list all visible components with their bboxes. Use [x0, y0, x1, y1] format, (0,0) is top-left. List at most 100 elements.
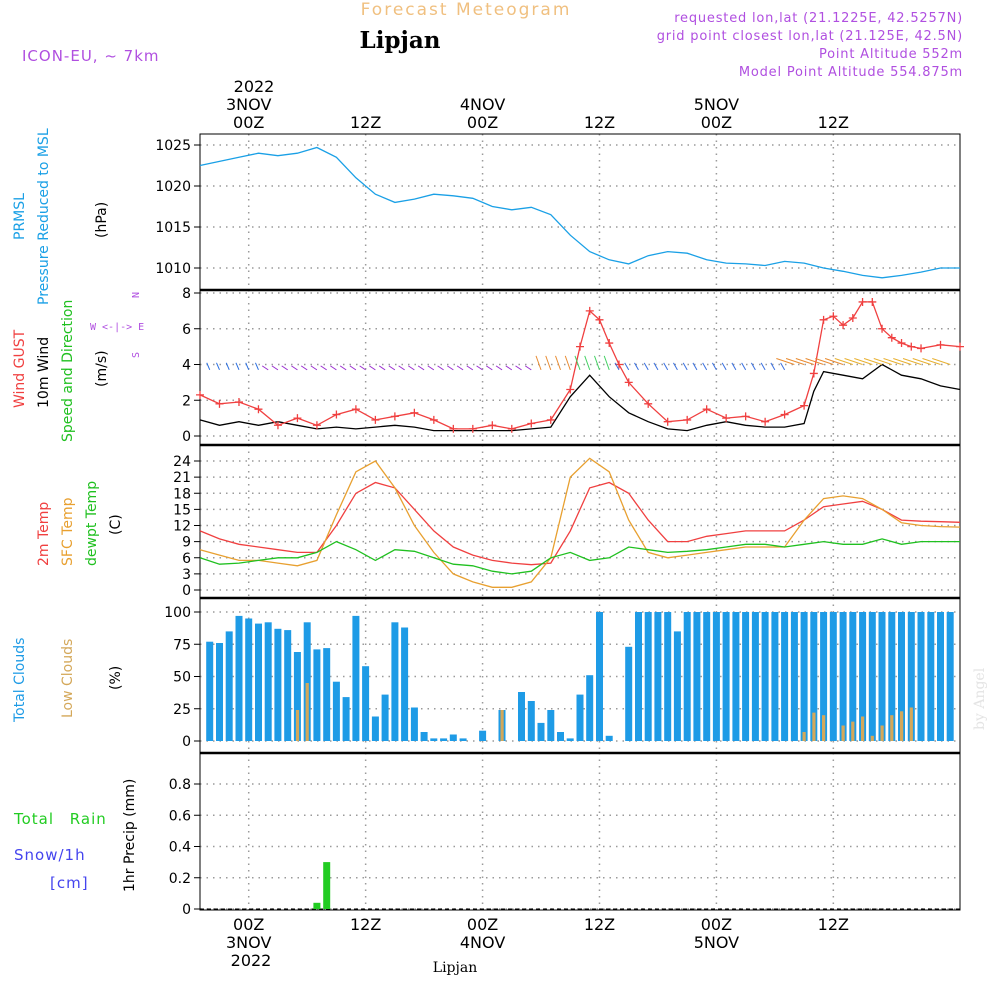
top-date-label: 3NOV	[226, 95, 271, 114]
low-cloud-bar	[870, 735, 874, 741]
gust-marker	[215, 399, 224, 408]
total-cloud-bar	[898, 612, 905, 741]
y-tick-label: 1015	[155, 220, 191, 236]
wind-arrow	[873, 358, 892, 365]
wind-arrow	[824, 358, 844, 365]
total-cloud-bar	[829, 612, 837, 741]
bottom-tick-label: 12Z	[818, 915, 849, 934]
wind-arrow	[603, 355, 610, 371]
cloud-labels: Total Clouds Low Clouds (%)	[12, 638, 124, 723]
sfc-temp-line	[199, 457, 961, 588]
wind-arrow	[235, 362, 240, 371]
low-cloud-bar	[900, 711, 904, 741]
wind-arrow	[844, 358, 863, 365]
model-altitude: Model Point Altitude 554.875m	[739, 65, 963, 80]
label-hpa: (hPa)	[94, 202, 110, 238]
panel-pressure: 1010 1015 1020 1025	[155, 133, 961, 291]
top-year: 2022	[234, 77, 275, 96]
compass-south: S	[131, 352, 142, 358]
total-cloud-bar	[771, 612, 779, 741]
y-tick-label: 0	[182, 429, 191, 445]
wind-arrow	[427, 365, 435, 371]
wind-arrow	[291, 365, 298, 371]
low-cloud-bar	[305, 683, 309, 741]
gust-marker	[507, 424, 516, 433]
wind-arrow	[634, 362, 639, 371]
low-cloud-bar	[861, 716, 865, 741]
total-cloud-bar	[566, 738, 574, 741]
top-tick-label: 12Z	[584, 113, 615, 132]
label-total-clouds: Total Clouds	[12, 638, 28, 723]
y-tick-label: 6	[182, 322, 191, 338]
y-tick-label: 0.4	[169, 840, 191, 856]
top-tick-label: 12Z	[818, 113, 849, 132]
total-cloud-bar	[888, 612, 896, 741]
label-precip-mm: 1hr Precip (mm)	[122, 779, 138, 892]
wind-arrow	[932, 358, 951, 365]
temp-2m-line	[199, 481, 961, 566]
gust-marker	[527, 419, 536, 428]
gust-marker	[809, 369, 818, 378]
gust-marker	[829, 312, 838, 321]
wind-arrow	[349, 365, 357, 371]
wind-arrow	[388, 365, 396, 371]
gust-marker	[595, 315, 604, 324]
compass-we: W <-|-> E	[90, 322, 144, 333]
bottom-tick-label: 12Z	[584, 915, 615, 934]
total-cloud-bar	[371, 716, 379, 741]
wind-arrow	[261, 365, 269, 371]
gust-marker	[800, 401, 809, 410]
wind-arrow	[776, 358, 795, 365]
wind-arrow	[785, 358, 805, 365]
gust-marker	[683, 415, 692, 424]
y-tick-label: 6	[182, 551, 191, 567]
total-cloud-bar	[547, 710, 555, 741]
total-cloud-bar	[557, 732, 564, 741]
wind-arrow	[255, 362, 259, 371]
gust-marker	[585, 306, 594, 315]
wind-arrow	[643, 362, 649, 371]
grid-coords: grid point closest lon,lat (21.125E, 42.…	[657, 29, 963, 44]
rain-bar	[323, 862, 331, 909]
gust-marker	[254, 405, 263, 414]
wind-arrow	[437, 365, 444, 371]
total-cloud-bar	[722, 612, 730, 741]
total-cloud-bar	[420, 732, 428, 741]
total-cloud-bar	[703, 612, 711, 741]
gust-marker	[332, 410, 341, 419]
total-cloud-bar	[683, 612, 691, 741]
total-cloud-bar	[235, 615, 243, 741]
y-tick-label: 1020	[155, 179, 191, 195]
total-cloud-bar	[245, 618, 253, 741]
y-tick-label: 3	[182, 567, 191, 583]
total-cloud-bar	[225, 631, 233, 741]
total-cloud-bar	[313, 649, 321, 741]
y-tick-label: 25	[173, 702, 191, 718]
requested-coords: requested lon,lat (21.1225E, 42.5257N)	[674, 11, 963, 26]
wind-arrow	[702, 362, 708, 371]
total-cloud-bar	[449, 734, 457, 741]
gust-marker	[907, 342, 916, 351]
gust-marker	[546, 415, 555, 424]
y-tick-label: 1010	[155, 261, 191, 277]
y-tick-label: 2	[182, 393, 191, 409]
wind-arrow	[447, 365, 454, 371]
panels: 1010101510201025024680369121518212402550…	[155, 133, 964, 918]
wind-arrow	[369, 365, 376, 371]
total-cloud-bar	[742, 612, 750, 741]
y-tick-label: 75	[173, 637, 191, 653]
wind-arrow	[731, 362, 737, 371]
y-tick-label: 0	[182, 583, 191, 599]
label-total-rain: Total Rain	[13, 810, 107, 828]
total-cloud-bar	[673, 631, 681, 741]
total-cloud-bar	[518, 692, 525, 741]
wind-arrow	[883, 358, 902, 365]
wind-arrow	[750, 362, 756, 371]
total-cloud-bar	[401, 627, 409, 741]
low-cloud-bar	[802, 732, 806, 741]
bottom-tick-label: 00Z	[233, 915, 264, 934]
wind-arrow	[378, 365, 386, 371]
wind-arrow	[216, 362, 220, 371]
total-cloud-bar	[693, 612, 701, 741]
